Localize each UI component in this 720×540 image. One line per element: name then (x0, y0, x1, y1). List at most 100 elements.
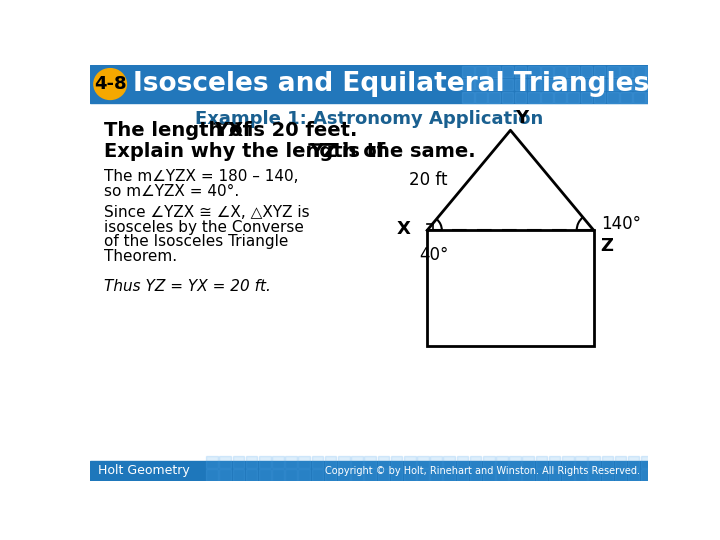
Bar (206, 456, 218, 468)
Bar (404, 469, 415, 481)
Bar (634, 65, 645, 77)
Ellipse shape (94, 69, 127, 99)
Text: 4-8: 4-8 (94, 75, 127, 93)
Bar (377, 469, 389, 481)
Text: Y: Y (515, 109, 528, 127)
Text: Thus YZ = YX = 20 ft.: Thus YZ = YX = 20 ft. (104, 279, 271, 294)
Bar (351, 469, 363, 481)
Bar (628, 469, 639, 481)
Bar (588, 456, 600, 468)
Text: isosceles by the Converse: isosceles by the Converse (104, 220, 304, 235)
Bar (364, 456, 376, 468)
Bar (541, 79, 553, 90)
Bar (285, 469, 297, 481)
Bar (528, 65, 539, 77)
Bar (515, 65, 526, 77)
Bar (417, 469, 428, 481)
Text: 140°: 140° (601, 215, 642, 233)
Bar (391, 469, 402, 481)
Text: of the Isosceles Triangle: of the Isosceles Triangle (104, 234, 288, 249)
Bar (594, 65, 606, 77)
Bar (444, 456, 455, 468)
Bar (607, 79, 618, 90)
Bar (299, 456, 310, 468)
Bar (528, 92, 539, 103)
Bar (456, 456, 468, 468)
Bar (562, 456, 574, 468)
Bar (515, 92, 526, 103)
Bar (562, 469, 574, 481)
Bar (620, 92, 631, 103)
Bar (647, 79, 658, 90)
Bar (541, 92, 553, 103)
Bar (462, 65, 474, 77)
Bar (541, 65, 553, 77)
Bar (444, 469, 455, 481)
Bar (272, 456, 284, 468)
Text: YZ: YZ (310, 141, 338, 160)
Bar (220, 456, 231, 468)
Text: is the same.: is the same. (335, 141, 475, 160)
Bar (588, 469, 600, 481)
Bar (601, 456, 613, 468)
Bar (634, 92, 645, 103)
Bar (364, 469, 376, 481)
Text: 20 ft: 20 ft (408, 171, 447, 190)
Text: YX: YX (214, 121, 243, 140)
Bar (575, 469, 587, 481)
Text: Example 1: Astronomy Application: Example 1: Astronomy Application (195, 110, 543, 127)
Bar (575, 456, 587, 468)
Bar (325, 456, 336, 468)
Text: is 20 feet.: is 20 feet. (240, 121, 357, 140)
Bar (469, 469, 482, 481)
Bar (391, 456, 402, 468)
Bar (312, 456, 323, 468)
Bar (554, 65, 566, 77)
Text: Z: Z (600, 237, 613, 254)
Bar (431, 469, 442, 481)
Bar (488, 79, 500, 90)
Bar (285, 456, 297, 468)
Bar (259, 456, 271, 468)
Bar (431, 456, 442, 468)
Text: Isosceles and Equilateral Triangles: Isosceles and Equilateral Triangles (132, 71, 649, 97)
Bar (475, 79, 487, 90)
Bar (536, 456, 547, 468)
Text: so m∠YZX = 40°.: so m∠YZX = 40°. (104, 184, 239, 199)
Bar (523, 456, 534, 468)
Bar (496, 456, 508, 468)
Bar (580, 65, 593, 77)
Text: Explain why the length of: Explain why the length of (104, 141, 392, 160)
Bar (233, 456, 244, 468)
Bar (475, 92, 487, 103)
Bar (312, 469, 323, 481)
Bar (620, 65, 631, 77)
Bar (607, 92, 618, 103)
Bar (475, 65, 487, 77)
Bar (259, 469, 271, 481)
Bar (554, 92, 566, 103)
Text: Since ∠YZX ≅ ∠X, △XYZ is: Since ∠YZX ≅ ∠X, △XYZ is (104, 205, 310, 220)
Text: Copyright © by Holt, Rinehart and Winston. All Rights Reserved.: Copyright © by Holt, Rinehart and Winsto… (325, 465, 640, 476)
Bar (580, 79, 593, 90)
Bar (594, 79, 606, 90)
Bar (462, 79, 474, 90)
Bar (404, 456, 415, 468)
Bar (528, 79, 539, 90)
Text: X: X (396, 220, 410, 238)
Bar (351, 456, 363, 468)
Bar (641, 456, 652, 468)
Bar (509, 469, 521, 481)
Bar (456, 469, 468, 481)
Bar (246, 456, 258, 468)
Bar (483, 456, 495, 468)
Bar (647, 92, 658, 103)
Bar (90, 65, 648, 103)
Bar (620, 79, 631, 90)
Bar (233, 469, 244, 481)
Bar (515, 79, 526, 90)
Bar (338, 456, 350, 468)
Bar (580, 92, 593, 103)
Bar (567, 65, 579, 77)
Bar (272, 469, 284, 481)
